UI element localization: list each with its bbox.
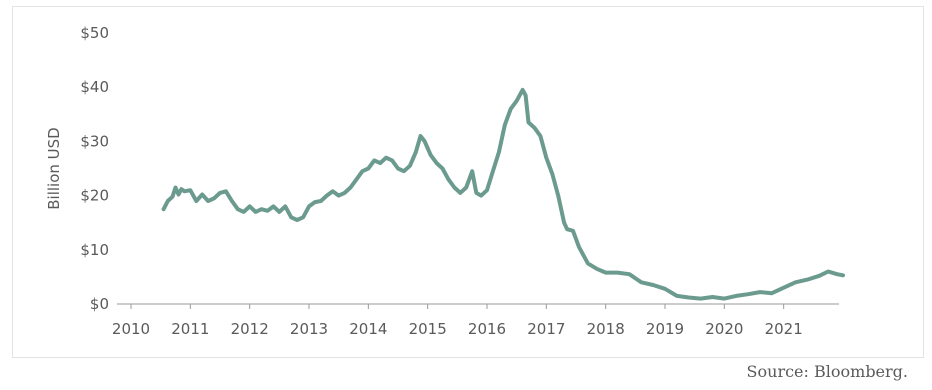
x-tick-label: 2020 <box>705 320 743 338</box>
x-tick-label: 2017 <box>527 320 565 338</box>
line-chart: 2010 2011 2012 2013 2014 2015 2016 2017 2018 2019… <box>45 24 845 338</box>
x-tick-label: 2013 <box>290 320 328 338</box>
y-axis-title: Billion USD <box>45 127 63 209</box>
x-tick-label: 2012 <box>231 320 269 338</box>
x-tick-label: 2014 <box>349 320 387 338</box>
y-tick-label: $30 <box>80 132 109 150</box>
y-tick-label: $0 <box>90 295 109 313</box>
x-tick-label: 2011 <box>171 320 209 338</box>
chart-frame: 2010 2011 2012 2013 2014 2015 2016 2017 2018 2019… <box>12 6 924 358</box>
series-line <box>161 87 845 301</box>
x-tick-label: 2016 <box>468 320 506 338</box>
y-tick-label: $40 <box>80 78 109 96</box>
x-tick-label: 2015 <box>409 320 447 338</box>
y-tick-label: $10 <box>80 241 109 259</box>
y-tick-label: $20 <box>80 187 109 205</box>
x-tick-label: 2010 <box>112 320 150 338</box>
x-tick-label: 2018 <box>587 320 625 338</box>
y-tick-label: $50 <box>80 24 109 42</box>
x-tick-label: 2019 <box>646 320 684 338</box>
source-note: Source: Bloomberg. <box>746 362 908 381</box>
x-tick-label: 2021 <box>765 320 803 338</box>
